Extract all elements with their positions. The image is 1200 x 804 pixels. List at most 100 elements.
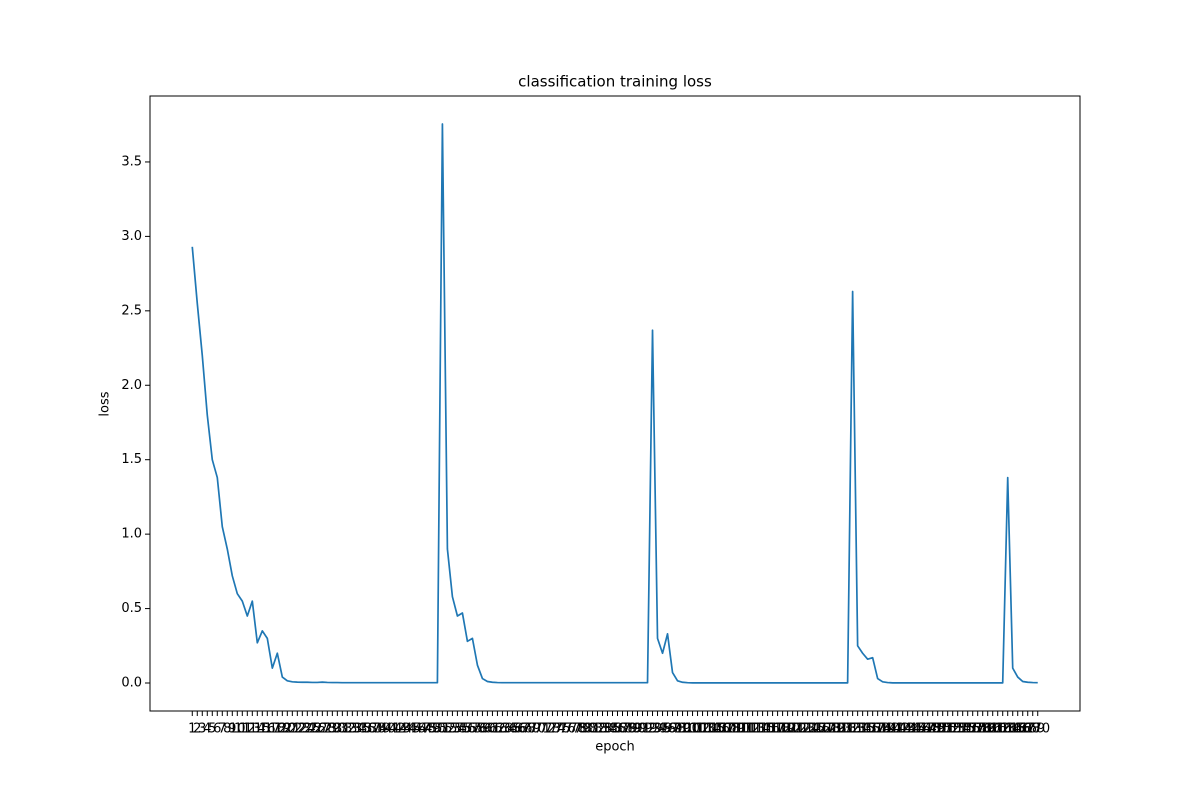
x-tick-label: 14 [249, 722, 266, 737]
x-tick-label: 160 [975, 722, 1000, 737]
x-tick-label: 148 [915, 722, 940, 737]
x-tick-label: 124 [795, 722, 820, 737]
x-tick-label: 159 [970, 722, 995, 737]
x-tick-label: 56 [459, 722, 476, 737]
x-tick-label: 86 [609, 722, 626, 737]
x-tick-label: 126 [805, 722, 830, 737]
x-tick-label: 82 [589, 722, 606, 737]
x-tick-label: 70 [529, 722, 546, 737]
x-tick-label: 76 [559, 722, 576, 737]
x-tick-label: 25 [304, 722, 321, 737]
x-tick-label: 46 [409, 722, 426, 737]
x-tick-label: 153 [940, 722, 965, 737]
x-tick-label: 138 [865, 722, 890, 737]
x-tick-label: 37 [364, 722, 381, 737]
x-tick-label: 94 [649, 722, 666, 737]
x-tick-label: 169 [1020, 722, 1045, 737]
x-tick-label: 96 [659, 722, 676, 737]
x-tick-label: 55 [454, 722, 471, 737]
x-tick-label: 128 [815, 722, 840, 737]
x-tick-label: 33 [344, 722, 361, 737]
x-tick-label: 77 [564, 722, 581, 737]
chart-title: classification training loss [518, 73, 712, 91]
x-tick-label: 9 [228, 722, 236, 737]
y-tick-label: 0.5 [121, 601, 142, 616]
x-tick-label: 108 [715, 722, 740, 737]
y-tick-label: 2.5 [121, 303, 142, 318]
x-tick-label: 112 [735, 722, 760, 737]
x-tick-label: 54 [449, 722, 466, 737]
x-tick-label: 144 [895, 722, 920, 737]
x-tick-label: 145 [900, 722, 925, 737]
x-tick-label: 81 [584, 722, 601, 737]
x-tick-label: 99 [674, 722, 691, 737]
x-tick-label: 45 [404, 722, 421, 737]
x-tick-label: 26 [309, 722, 326, 737]
x-tick-label: 109 [720, 722, 745, 737]
x-tick-label: 147 [910, 722, 935, 737]
x-tick-label: 114 [745, 722, 770, 737]
x-tick-label: 135 [850, 722, 875, 737]
x-tick-label: 131 [830, 722, 855, 737]
x-tick-label: 30 [329, 722, 346, 737]
x-tick-label: 163 [990, 722, 1015, 737]
y-tick-label: 1.0 [121, 527, 142, 542]
x-tick-label: 17 [264, 722, 281, 737]
x-tick-label: 103 [690, 722, 715, 737]
x-tick-label: 151 [930, 722, 955, 737]
x-tick-label: 16 [259, 722, 276, 737]
x-tick-label: 15 [254, 722, 271, 737]
plot-frame [149, 95, 1081, 712]
x-tick-label: 21 [284, 722, 301, 737]
x-tick-label: 152 [935, 722, 960, 737]
x-tick-label: 5 [208, 722, 216, 737]
x-tick-label: 63 [494, 722, 511, 737]
x-tick-label: 3 [198, 722, 206, 737]
x-tick-label: 104 [695, 722, 720, 737]
x-tick-label: 53 [444, 722, 461, 737]
x-tick-label: 156 [955, 722, 980, 737]
x-tick-label: 61 [484, 722, 501, 737]
x-tick-label: 72 [539, 722, 556, 737]
x-tick-label: 100 [675, 722, 700, 737]
x-tick-label: 7 [218, 722, 226, 737]
x-tick-label: 146 [905, 722, 930, 737]
x-tick-label: 85 [604, 722, 621, 737]
x-tick-label: 91 [634, 722, 651, 737]
x-tick-label: 67 [514, 722, 531, 737]
x-tick-label: 121 [780, 722, 805, 737]
x-tick-label: 165 [1000, 722, 1025, 737]
x-tick-label: 1 [188, 722, 196, 737]
x-tick-label: 10 [229, 722, 246, 737]
x-tick-label: 98 [669, 722, 686, 737]
x-tick-label: 119 [770, 722, 795, 737]
x-tick-label: 38 [369, 722, 386, 737]
x-tick-label: 64 [499, 722, 516, 737]
x-tick-label: 24 [299, 722, 316, 737]
x-tick-label: 42 [389, 722, 406, 737]
x-tick-label: 106 [705, 722, 730, 737]
x-tick-label: 74 [549, 722, 566, 737]
x-tick-label: 27 [314, 722, 331, 737]
x-tick-label: 2 [193, 722, 201, 737]
x-tick-label: 140 [875, 722, 900, 737]
x-tick-label: 113 [740, 722, 765, 737]
x-tick-label: 62 [489, 722, 506, 737]
x-tick-label: 47 [414, 722, 431, 737]
x-tick-label: 75 [554, 722, 571, 737]
x-axis-label: epoch [595, 740, 635, 755]
x-tick-label: 41 [384, 722, 401, 737]
x-tick-label: 39 [374, 722, 391, 737]
x-tick-label: 48 [419, 722, 436, 737]
x-tick-label: 35 [354, 722, 371, 737]
x-tick-label: 31 [334, 722, 351, 737]
x-tick-label: 28 [319, 722, 336, 737]
x-tick-label: 4 [203, 722, 211, 737]
x-tick-label: 73 [544, 722, 561, 737]
x-tick-label: 89 [624, 722, 641, 737]
x-tick-label: 166 [1005, 722, 1030, 737]
x-tick-label: 36 [359, 722, 376, 737]
y-tick-label: 0.0 [121, 676, 142, 691]
x-tick-label: 170 [1025, 722, 1050, 737]
x-tick-label: 167 [1010, 722, 1035, 737]
